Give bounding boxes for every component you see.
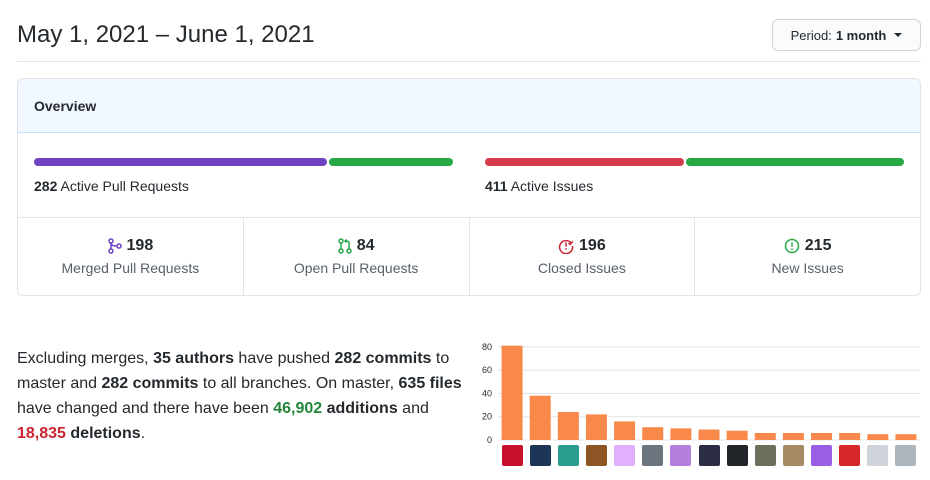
open-pull-requests-count: 84 <box>356 237 375 254</box>
contributor-avatars <box>498 445 918 469</box>
summary-text: have changed and there have been <box>17 400 274 417</box>
summary-text: . <box>140 425 146 442</box>
pull-requests-segment-2 <box>328 158 453 166</box>
additions-label: additions <box>326 400 398 417</box>
stat-new-issues[interactable]: 215 New Issues <box>695 218 920 295</box>
files-changed-count: 635 files <box>398 375 462 392</box>
all-branches-commits-count: 282 commits <box>101 375 199 392</box>
contributor-avatar[interactable] <box>501 445 523 466</box>
closed-issues-label: Closed Issues <box>537 260 626 276</box>
stat-merged-pull-requests[interactable]: 198 Merged Pull Requests <box>18 218 244 295</box>
active-pull-requests-count: 282 <box>34 178 58 194</box>
contributor-avatar[interactable] <box>529 445 551 466</box>
chart-bar[interactable] <box>501 345 523 440</box>
chart-bar[interactable] <box>895 434 917 440</box>
git-pull-request-icon <box>337 238 352 254</box>
pull-requests-segment-1 <box>34 158 327 166</box>
date-range-title: May 1, 2021 – June 1, 2021 <box>17 21 315 48</box>
contributor-avatar[interactable] <box>811 445 833 466</box>
overview-bars: 282 Active Pull Requests 411 Active Issu… <box>18 133 920 218</box>
summary-text: to all branches. On master, <box>198 375 399 392</box>
chart-bar[interactable] <box>782 433 804 440</box>
git-merge-icon <box>107 238 122 254</box>
chart-bar[interactable] <box>529 395 551 440</box>
chart-bar[interactable] <box>670 428 692 440</box>
contributor-avatar[interactable] <box>698 445 720 466</box>
contributor-avatar[interactable] <box>557 445 579 466</box>
caret-down-icon <box>894 33 903 37</box>
issues-segment-2 <box>685 158 904 166</box>
issues-summary: 411 Active Issues <box>485 158 904 194</box>
issues-segment-1 <box>485 158 684 166</box>
active-pull-requests-label: Active Pull Requests <box>60 178 189 194</box>
contributor-avatar[interactable] <box>614 445 636 466</box>
deletions-label: deletions <box>70 425 141 442</box>
chart-bar[interactable] <box>754 433 776 440</box>
new-issues-label: New Issues <box>771 260 844 276</box>
stat-closed-issues[interactable]: 196 Closed Issues <box>470 218 696 295</box>
contributor-avatar[interactable] <box>585 445 607 466</box>
chart-bar[interactable] <box>614 421 636 440</box>
new-issues-count: 215 <box>804 237 832 254</box>
pull-requests-summary: 282 Active Pull Requests <box>34 158 453 194</box>
summary-text: Excluding merges, <box>17 350 154 367</box>
chart-bar[interactable] <box>642 427 664 440</box>
chart-bar[interactable] <box>811 433 833 440</box>
master-commits-count: 282 commits <box>334 350 432 367</box>
commit-summary: Excluding merges, 35 authors have pushed… <box>17 346 467 446</box>
chart-bar[interactable] <box>698 429 720 440</box>
chart-bar[interactable] <box>867 434 889 440</box>
contributors-bar-chart: 0 20 40 60 80 <box>470 330 925 475</box>
chart-svg: 0 20 40 60 80 <box>482 342 920 445</box>
issue-closed-icon <box>558 239 574 254</box>
additions-count: 46,902 <box>273 400 323 417</box>
issue-opened-icon <box>784 238 800 254</box>
contributor-avatar[interactable] <box>642 445 664 466</box>
deletions-count: 18,835 <box>17 425 66 442</box>
pull-requests-split-bar <box>34 158 453 166</box>
y-tick-label: 80 <box>482 342 492 352</box>
summary-text: to master and <box>17 350 450 392</box>
authors-count: 35 authors <box>153 350 234 367</box>
open-pull-requests-label: Open Pull Requests <box>293 260 419 276</box>
y-tick-label: 60 <box>482 365 492 375</box>
overview-title: Overview <box>18 79 920 133</box>
active-issues-count: 411 <box>485 178 508 194</box>
active-issues-label: Active Issues <box>510 178 594 194</box>
contributor-avatar[interactable] <box>726 445 748 466</box>
y-tick-label: 20 <box>482 412 492 422</box>
contributor-avatar[interactable] <box>754 445 776 466</box>
overview-stats: 198 Merged Pull Requests 84 Open Pull Re… <box>18 218 920 295</box>
overview-panel: Overview 282 Active Pull Requests 411 Ac… <box>17 78 921 296</box>
period-value: 1 month <box>835 27 887 43</box>
contributor-avatar[interactable] <box>670 445 692 466</box>
contributor-avatar[interactable] <box>867 445 889 466</box>
y-tick-label: 40 <box>482 388 492 398</box>
stat-open-pull-requests[interactable]: 84 Open Pull Requests <box>244 218 470 295</box>
merged-pull-requests-count: 198 <box>126 237 154 254</box>
y-tick-label: 0 <box>487 435 492 445</box>
summary-text: have pushed <box>233 350 335 367</box>
contributor-avatar[interactable] <box>895 445 917 466</box>
chart-bar[interactable] <box>585 414 607 440</box>
page-header: May 1, 2021 – June 1, 2021 Period: 1 mon… <box>17 0 921 62</box>
closed-issues-count: 196 <box>579 237 606 254</box>
chart-bar[interactable] <box>557 412 579 440</box>
period-label: Period: <box>790 27 832 43</box>
contributor-avatar[interactable] <box>782 445 804 466</box>
issues-split-bar <box>485 158 904 166</box>
merged-pull-requests-label: Merged Pull Requests <box>61 260 200 276</box>
contributor-avatar[interactable] <box>839 445 861 466</box>
chart-bar[interactable] <box>726 430 748 440</box>
summary-text: and <box>397 400 429 417</box>
chart-bar[interactable] <box>839 433 861 440</box>
period-dropdown-button[interactable]: Period: 1 month <box>772 19 921 51</box>
